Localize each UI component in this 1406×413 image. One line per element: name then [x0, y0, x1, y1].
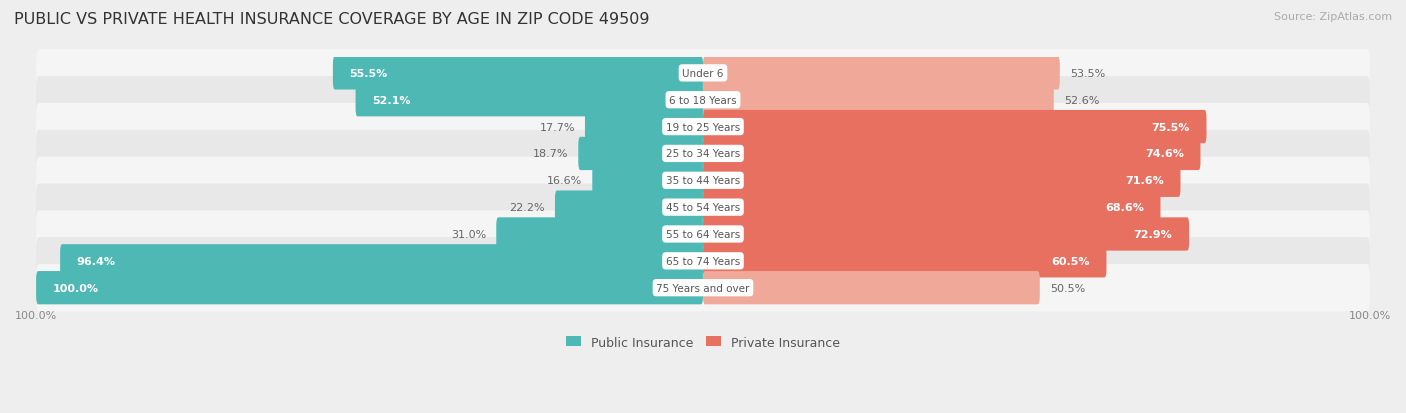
Text: 35 to 44 Years: 35 to 44 Years: [666, 176, 740, 186]
Text: 75.5%: 75.5%: [1152, 122, 1189, 132]
FancyBboxPatch shape: [703, 57, 1060, 90]
FancyBboxPatch shape: [585, 111, 703, 144]
FancyBboxPatch shape: [37, 104, 1369, 151]
Text: 74.6%: 74.6%: [1144, 149, 1184, 159]
Text: 22.2%: 22.2%: [509, 203, 546, 213]
Text: 19 to 25 Years: 19 to 25 Years: [666, 122, 740, 132]
Legend: Public Insurance, Private Insurance: Public Insurance, Private Insurance: [561, 331, 845, 354]
Text: PUBLIC VS PRIVATE HEALTH INSURANCE COVERAGE BY AGE IN ZIP CODE 49509: PUBLIC VS PRIVATE HEALTH INSURANCE COVER…: [14, 12, 650, 27]
Text: 18.7%: 18.7%: [533, 149, 568, 159]
Text: 60.5%: 60.5%: [1052, 256, 1090, 266]
Text: 53.5%: 53.5%: [1070, 69, 1105, 79]
FancyBboxPatch shape: [578, 138, 703, 171]
FancyBboxPatch shape: [356, 84, 703, 117]
Text: Under 6: Under 6: [682, 69, 724, 79]
FancyBboxPatch shape: [37, 264, 1369, 311]
Text: 31.0%: 31.0%: [451, 230, 486, 240]
Text: 65 to 74 Years: 65 to 74 Years: [666, 256, 740, 266]
FancyBboxPatch shape: [37, 77, 1369, 124]
Text: 72.9%: 72.9%: [1133, 230, 1173, 240]
Text: 25 to 34 Years: 25 to 34 Years: [666, 149, 740, 159]
Text: 16.6%: 16.6%: [547, 176, 582, 186]
FancyBboxPatch shape: [592, 164, 703, 197]
FancyBboxPatch shape: [60, 244, 703, 278]
FancyBboxPatch shape: [703, 218, 1189, 251]
Text: 55 to 64 Years: 55 to 64 Years: [666, 230, 740, 240]
Text: 17.7%: 17.7%: [540, 122, 575, 132]
FancyBboxPatch shape: [37, 271, 703, 305]
FancyBboxPatch shape: [333, 57, 703, 90]
Text: 71.6%: 71.6%: [1125, 176, 1164, 186]
FancyBboxPatch shape: [703, 164, 1181, 197]
Text: 75 Years and over: 75 Years and over: [657, 283, 749, 293]
FancyBboxPatch shape: [703, 244, 1107, 278]
FancyBboxPatch shape: [496, 218, 703, 251]
FancyBboxPatch shape: [37, 184, 1369, 231]
FancyBboxPatch shape: [703, 271, 1040, 305]
Text: 6 to 18 Years: 6 to 18 Years: [669, 95, 737, 105]
Text: 68.6%: 68.6%: [1105, 203, 1144, 213]
FancyBboxPatch shape: [37, 50, 1369, 97]
Text: Source: ZipAtlas.com: Source: ZipAtlas.com: [1274, 12, 1392, 22]
FancyBboxPatch shape: [555, 191, 703, 224]
Text: 96.4%: 96.4%: [77, 256, 115, 266]
FancyBboxPatch shape: [703, 111, 1206, 144]
FancyBboxPatch shape: [703, 84, 1053, 117]
FancyBboxPatch shape: [37, 157, 1369, 204]
Text: 52.1%: 52.1%: [373, 95, 411, 105]
FancyBboxPatch shape: [37, 131, 1369, 178]
FancyBboxPatch shape: [703, 191, 1160, 224]
FancyBboxPatch shape: [37, 211, 1369, 258]
FancyBboxPatch shape: [37, 237, 1369, 285]
Text: 52.6%: 52.6%: [1064, 95, 1099, 105]
Text: 55.5%: 55.5%: [350, 69, 388, 79]
Text: 50.5%: 50.5%: [1050, 283, 1085, 293]
Text: 45 to 54 Years: 45 to 54 Years: [666, 203, 740, 213]
Text: 100.0%: 100.0%: [53, 283, 98, 293]
FancyBboxPatch shape: [703, 138, 1201, 171]
